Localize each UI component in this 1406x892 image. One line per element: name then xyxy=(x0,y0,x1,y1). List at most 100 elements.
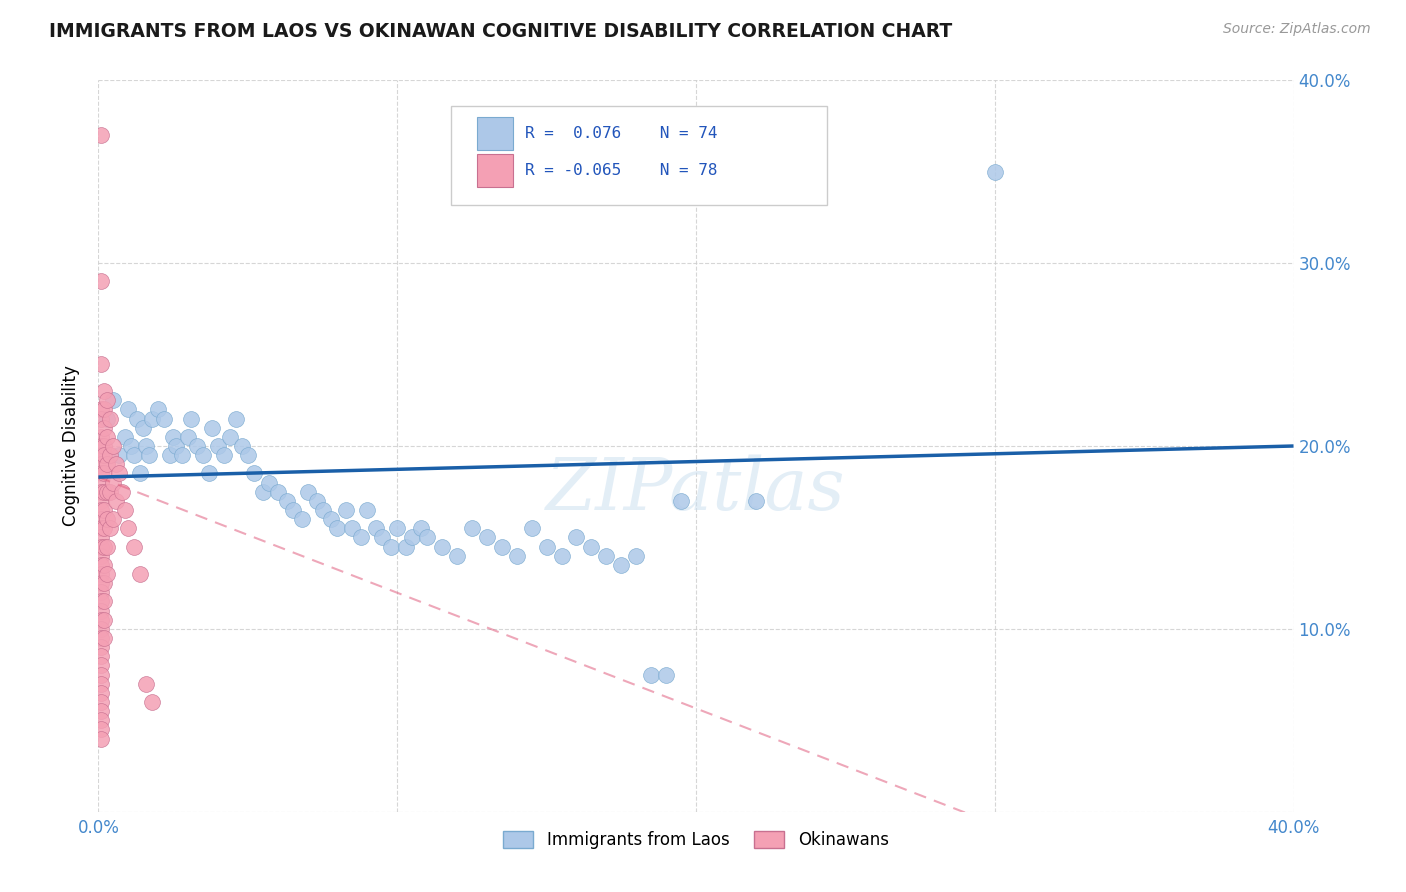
Point xyxy=(90,484,112,499)
Point xyxy=(281,503,304,517)
Point xyxy=(267,484,290,499)
Point xyxy=(93,540,115,554)
Point xyxy=(108,448,131,462)
Point xyxy=(90,695,112,709)
Point xyxy=(103,512,125,526)
Point xyxy=(595,549,617,563)
Point xyxy=(207,439,229,453)
Point xyxy=(236,448,259,462)
Point xyxy=(93,448,115,462)
Point xyxy=(90,667,112,681)
Point xyxy=(90,631,112,645)
Point xyxy=(111,484,134,499)
Point xyxy=(90,457,112,471)
Text: IMMIGRANTS FROM LAOS VS OKINAWAN COGNITIVE DISABILITY CORRELATION CHART: IMMIGRANTS FROM LAOS VS OKINAWAN COGNITI… xyxy=(49,22,952,41)
Point xyxy=(461,521,484,535)
FancyBboxPatch shape xyxy=(477,117,513,150)
Text: ZIPatlas: ZIPatlas xyxy=(546,455,846,525)
Point xyxy=(93,503,115,517)
Point xyxy=(129,567,152,582)
Point xyxy=(297,484,319,499)
Point xyxy=(311,503,333,517)
Point xyxy=(371,530,394,544)
Point xyxy=(90,275,112,289)
Point xyxy=(491,540,513,554)
Point xyxy=(172,448,194,462)
Point xyxy=(90,723,112,737)
Point xyxy=(610,558,633,572)
Point xyxy=(98,411,122,425)
Point xyxy=(191,448,214,462)
Y-axis label: Cognitive Disability: Cognitive Disability xyxy=(62,366,80,526)
Point xyxy=(108,467,131,481)
Point xyxy=(165,439,187,453)
Point xyxy=(124,448,146,462)
Point xyxy=(90,467,112,481)
Point xyxy=(96,411,118,425)
Point xyxy=(745,494,768,508)
Point xyxy=(96,540,118,554)
Point xyxy=(148,402,170,417)
Point xyxy=(276,494,298,508)
Point xyxy=(90,704,112,718)
Point xyxy=(105,494,128,508)
Point xyxy=(90,676,112,690)
Point xyxy=(321,512,343,526)
Point xyxy=(114,430,136,444)
Point xyxy=(198,467,221,481)
Point xyxy=(225,411,247,425)
Point xyxy=(93,576,115,591)
Point xyxy=(356,503,378,517)
Point xyxy=(90,622,112,636)
Point xyxy=(177,430,200,444)
Point xyxy=(90,512,112,526)
Point xyxy=(90,558,112,572)
Point xyxy=(90,585,112,599)
Point xyxy=(93,631,115,645)
Point xyxy=(231,439,253,453)
Point xyxy=(90,549,112,563)
Point xyxy=(90,530,112,544)
Point xyxy=(219,430,242,444)
Point xyxy=(180,411,202,425)
Point xyxy=(90,576,112,591)
Point xyxy=(90,540,112,554)
Point xyxy=(446,549,468,563)
Point xyxy=(93,467,115,481)
Point xyxy=(90,613,112,627)
Point xyxy=(201,421,224,435)
Point xyxy=(350,530,373,544)
Point xyxy=(90,494,112,508)
Point xyxy=(366,521,388,535)
Point xyxy=(305,494,328,508)
Point xyxy=(640,667,662,681)
Point xyxy=(90,402,112,417)
Point xyxy=(135,676,157,690)
Point xyxy=(401,530,423,544)
Point xyxy=(550,549,572,563)
Point xyxy=(90,430,112,444)
Point xyxy=(98,484,122,499)
Point xyxy=(103,475,125,490)
Point xyxy=(153,411,176,425)
Point xyxy=(326,521,349,535)
Point xyxy=(96,393,118,408)
Point xyxy=(90,714,112,728)
Point xyxy=(93,613,115,627)
Point xyxy=(335,503,357,517)
Point xyxy=(90,594,112,608)
Point xyxy=(506,549,529,563)
Point xyxy=(93,384,115,398)
Point xyxy=(96,512,118,526)
Point xyxy=(90,439,112,453)
FancyBboxPatch shape xyxy=(451,106,827,204)
Point xyxy=(90,128,112,143)
Text: Source: ZipAtlas.com: Source: ZipAtlas.com xyxy=(1223,22,1371,37)
Point xyxy=(141,695,163,709)
Point xyxy=(93,484,115,499)
Point xyxy=(159,448,181,462)
Point xyxy=(135,439,157,453)
Point xyxy=(90,411,112,425)
Point xyxy=(257,475,280,490)
Point xyxy=(162,430,184,444)
